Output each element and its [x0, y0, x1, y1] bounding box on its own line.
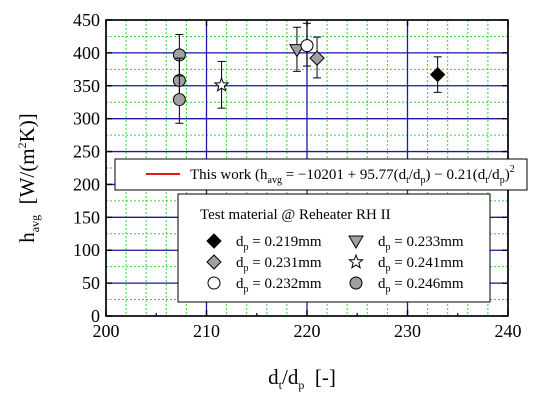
- legend-label: dp = 0.232mm: [236, 276, 322, 295]
- x-axis-title-unit: [-]: [315, 365, 336, 389]
- series-legend-title: Test material @ Reheater RH II: [200, 207, 391, 223]
- series-legend-items: dp = 0.219mm dp = 0.233mm dp = 0.231mm dp =…: [206, 233, 464, 295]
- y-tick-label: 50: [82, 273, 100, 293]
- x-tick-label: 230: [394, 321, 421, 341]
- tick-labels: 200 210 220 230 240 0 50 100 150 200 250 300 350 400 4…: [73, 10, 522, 341]
- y-axis-title-sup: 2: [15, 142, 29, 148]
- data-point: [309, 50, 325, 66]
- x-tick-label: 240: [495, 321, 522, 341]
- legend-marker: [347, 253, 365, 269]
- legend-marker: [206, 254, 222, 270]
- data-point: [213, 76, 230, 92]
- series-legend: Test material @ Reheater RH II dp = 0.21…: [177, 193, 491, 303]
- y-tick-label: 350: [73, 76, 100, 96]
- y-axis-title-unit-end: K)]: [15, 113, 39, 142]
- x-tick-label: 210: [193, 321, 220, 341]
- legend-label: dp = 0.246mm: [378, 276, 464, 295]
- y-tick-label: 250: [73, 142, 100, 162]
- series-legend-box: [177, 193, 491, 303]
- legend-marker: [348, 235, 364, 249]
- fit-legend: This work (havg = −10201 + 95.77(dt/dp) …: [114, 158, 528, 191]
- x-tick-label: 200: [93, 321, 120, 341]
- y-tick-label: 100: [73, 240, 100, 260]
- x-axis-title: dt/dp [-]: [268, 365, 336, 392]
- y-axis-title-main: h: [15, 232, 39, 243]
- y-tick-label: 0: [91, 306, 100, 326]
- x-axis-title-sub2: p: [298, 378, 304, 392]
- legend-label: dp = 0.233mm: [378, 234, 464, 253]
- legend-marker: [206, 233, 222, 249]
- legend-label: dp = 0.241mm: [378, 255, 464, 274]
- y-axis-title-unit: [W/(m: [15, 148, 39, 204]
- legend-label: dp = 0.219mm: [236, 234, 322, 253]
- legend-marker: [349, 276, 363, 290]
- y-axis-title-sub: avg: [28, 215, 42, 232]
- points-layer: [172, 22, 446, 124]
- fit-legend-box: [114, 158, 528, 191]
- y-tick-label: 300: [73, 109, 100, 129]
- y-tick-label: 400: [73, 43, 100, 63]
- legend-marker: [207, 276, 221, 290]
- x-axis-title-sub1: t: [279, 378, 283, 392]
- legend-label: dp = 0.231mm: [236, 255, 322, 274]
- x-axis-title-mid: /d: [282, 365, 299, 389]
- y-axis-title: havg [W/(m2K)]: [15, 113, 42, 242]
- data-point: [289, 44, 305, 58]
- data-point: [172, 93, 186, 107]
- fit-legend-label: This work (havg = −10201 + 95.77(dt/dp) …: [190, 164, 515, 186]
- y-tick-label: 450: [73, 10, 100, 30]
- y-tick-label: 150: [73, 207, 100, 227]
- x-axis-title-main: d: [268, 365, 279, 389]
- x-tick-label: 220: [294, 321, 321, 341]
- data-point: [429, 66, 446, 83]
- data-point: [300, 39, 314, 53]
- y-tick-label: 200: [73, 174, 100, 194]
